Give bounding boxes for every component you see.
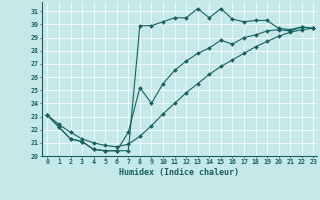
X-axis label: Humidex (Indice chaleur): Humidex (Indice chaleur) <box>119 168 239 177</box>
